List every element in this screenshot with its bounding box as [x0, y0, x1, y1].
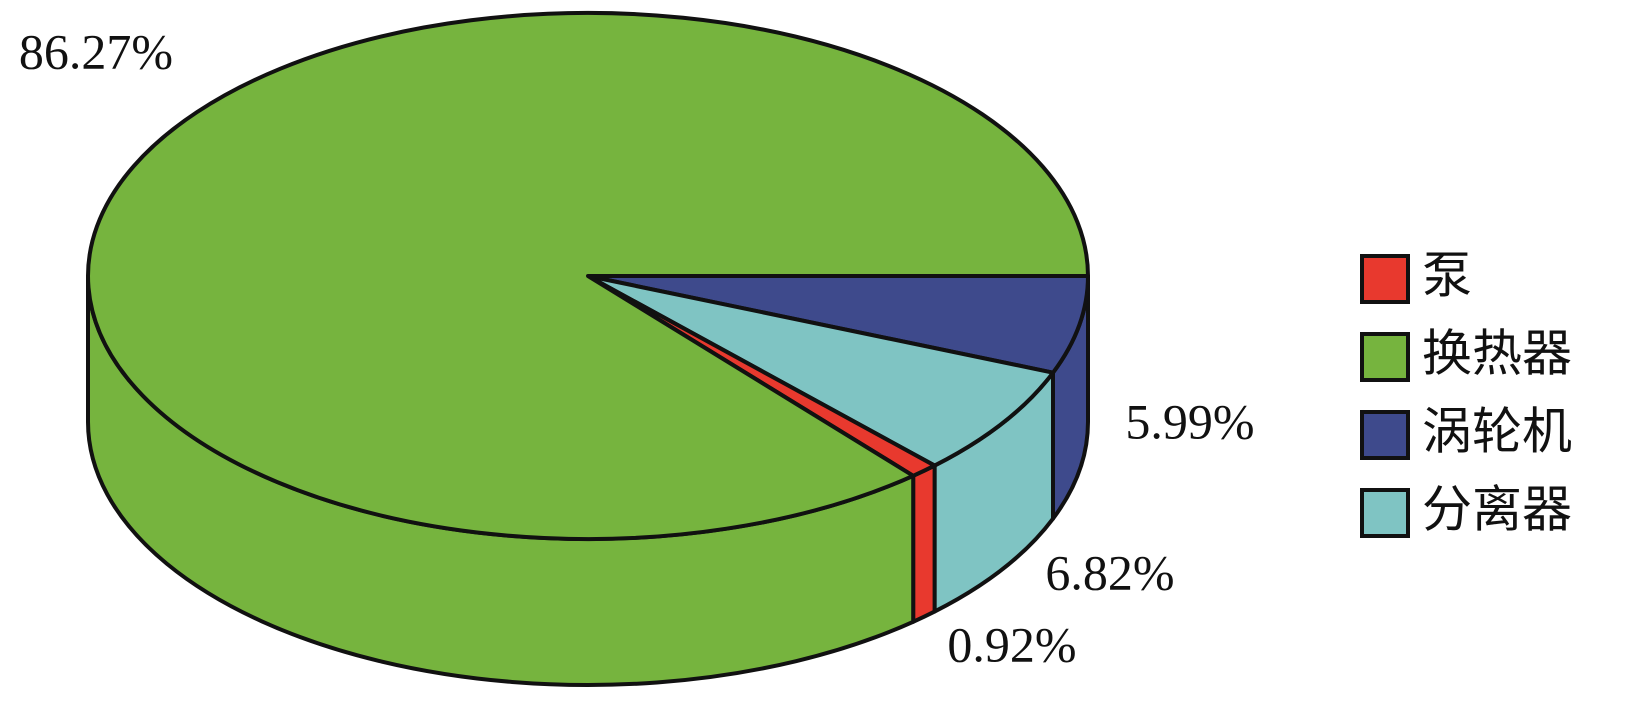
legend-label: 泵 — [1422, 247, 1472, 305]
legend-swatch — [1360, 410, 1410, 460]
value-label: 86.27% — [19, 23, 173, 79]
legend-swatch — [1360, 332, 1410, 382]
legend-label: 涡轮机 — [1422, 403, 1572, 461]
value-label: 5.99% — [1125, 393, 1254, 449]
value-label: 0.92% — [947, 616, 1076, 672]
value-label: 6.82% — [1045, 544, 1174, 600]
slice — [86, 11, 1090, 541]
slice-side — [911, 463, 937, 624]
legend-swatch — [1360, 254, 1410, 304]
legend-label: 换热器 — [1422, 325, 1572, 383]
legend-label: 分离器 — [1422, 481, 1572, 539]
slice — [586, 274, 1055, 468]
legend-swatch — [1360, 488, 1410, 538]
